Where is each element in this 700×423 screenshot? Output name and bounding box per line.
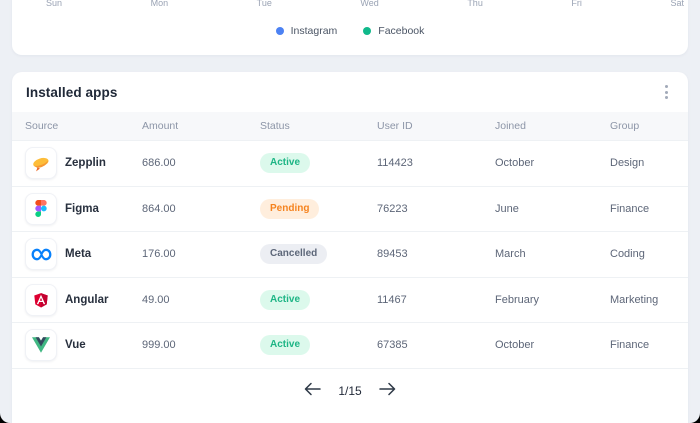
status-badge: Cancelled bbox=[260, 244, 328, 265]
status-cell: Cancelled bbox=[260, 244, 377, 265]
column-header-status: Status bbox=[260, 120, 290, 132]
table-row[interactable]: Vue 999.00 Active 67385 October Finance bbox=[12, 323, 688, 369]
page-indicator: 1/15 bbox=[338, 383, 362, 398]
status-badge: Active bbox=[260, 335, 311, 356]
vue-icon bbox=[25, 329, 57, 362]
source-cell: Vue bbox=[25, 329, 142, 362]
status-badge: Active bbox=[260, 289, 311, 310]
next-page-button[interactable] bbox=[377, 380, 398, 401]
joined-cell: October bbox=[495, 157, 535, 170]
card-title: Installed apps bbox=[26, 84, 118, 100]
app-name: Vue bbox=[65, 339, 86, 352]
arrow-left-icon bbox=[304, 382, 322, 399]
group-cell: Design bbox=[610, 157, 645, 170]
table-row[interactable]: Zepplin 686.00 Active 114423 October Design bbox=[12, 141, 688, 187]
kebab-menu-icon[interactable] bbox=[657, 81, 676, 103]
legend-item-instagram[interactable]: Instagram bbox=[275, 25, 338, 37]
app-name: Meta bbox=[65, 248, 92, 261]
prev-page-button[interactable] bbox=[302, 380, 323, 401]
joined-cell: February bbox=[495, 293, 540, 306]
status-cell: Active bbox=[260, 289, 377, 310]
app-name: Zepplin bbox=[65, 157, 106, 170]
group-cell: Finance bbox=[610, 202, 650, 215]
axis-label: Fri bbox=[571, 0, 582, 8]
status-cell: Active bbox=[260, 153, 377, 174]
amount-cell: 999.00 bbox=[142, 339, 176, 352]
group-cell: Marketing bbox=[610, 293, 659, 306]
table-row[interactable]: Figma 864.00 Pending 76223 June Finance bbox=[12, 187, 688, 232]
meta-icon bbox=[25, 238, 57, 271]
axis-label: Sun bbox=[46, 0, 63, 8]
column-header-user-id: User ID bbox=[377, 120, 413, 132]
pagination: 1/15 bbox=[12, 380, 688, 401]
column-header-group: Group bbox=[610, 120, 640, 132]
legend-label: Facebook bbox=[378, 25, 425, 37]
joined-cell: June bbox=[495, 202, 519, 215]
table-row[interactable]: Meta 176.00 Cancelled 89453 March Coding bbox=[12, 232, 688, 278]
source-cell: Figma bbox=[25, 192, 142, 225]
user-id-cell: 67385 bbox=[377, 339, 408, 352]
amount-cell: 864.00 bbox=[142, 202, 176, 215]
user-id-cell: 11467 bbox=[377, 293, 407, 306]
figma-icon bbox=[25, 192, 57, 225]
joined-cell: March bbox=[495, 248, 526, 261]
table-body: Zepplin 686.00 Active 114423 October Design F… bbox=[12, 141, 688, 369]
source-cell: Meta bbox=[25, 238, 142, 271]
group-cell: Finance bbox=[610, 339, 650, 352]
app-name: Angular bbox=[65, 293, 109, 306]
amount-cell: 176.00 bbox=[142, 248, 176, 261]
axis-label: Tue bbox=[256, 0, 272, 8]
source-cell: Angular bbox=[25, 283, 142, 316]
user-id-cell: 114423 bbox=[377, 157, 413, 170]
card-header: Installed apps bbox=[12, 72, 688, 112]
joined-cell: October bbox=[495, 339, 535, 352]
axis-label: Wed bbox=[360, 0, 379, 8]
zepplin-icon bbox=[25, 147, 57, 180]
legend-dot-icon bbox=[363, 27, 372, 35]
angular-icon bbox=[25, 283, 57, 316]
legend-label: Instagram bbox=[290, 25, 338, 37]
legend-item-facebook[interactable]: Facebook bbox=[363, 25, 424, 37]
chart-card: Sun Mon Tue Wed Thu Fri Sat Instagram Facebook bbox=[12, 0, 688, 55]
axis-label: Thu bbox=[467, 0, 483, 8]
arrow-right-icon bbox=[378, 382, 396, 399]
installed-apps-card: Installed apps Source Amount Status User ID… bbox=[12, 72, 688, 423]
source-cell: Zepplin bbox=[25, 147, 142, 180]
user-id-cell: 89453 bbox=[377, 248, 408, 261]
user-id-cell: 76223 bbox=[377, 202, 408, 215]
chart-axis-labels: Sun Mon Tue Wed Thu Fri Sat bbox=[46, 0, 684, 8]
status-cell: Pending bbox=[260, 198, 377, 219]
table-row[interactable]: Angular 49.00 Active 11467 February Marketing bbox=[12, 278, 688, 323]
status-badge: Pending bbox=[260, 198, 320, 219]
amount-cell: 686.00 bbox=[142, 157, 176, 170]
table-header-row: Source Amount Status User ID Joined Group bbox=[12, 112, 688, 141]
app-name: Figma bbox=[65, 202, 99, 215]
axis-label: Sat bbox=[670, 0, 684, 8]
axis-label: Mon bbox=[150, 0, 169, 8]
chart-legend: Instagram Facebook bbox=[12, 25, 688, 37]
group-cell: Coding bbox=[610, 248, 645, 261]
amount-cell: 49.00 bbox=[142, 293, 170, 306]
column-header-source: Source bbox=[25, 120, 59, 132]
status-badge: Active bbox=[260, 153, 311, 174]
legend-dot-icon bbox=[275, 27, 284, 35]
column-header-amount: Amount bbox=[142, 120, 179, 132]
column-header-joined: Joined bbox=[495, 120, 526, 132]
status-cell: Active bbox=[260, 335, 377, 356]
